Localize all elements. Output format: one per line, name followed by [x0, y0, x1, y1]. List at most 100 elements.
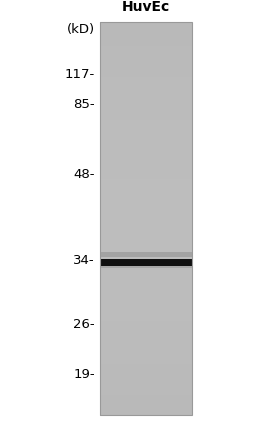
Bar: [100, 120, 192, 125]
Bar: [100, 274, 192, 278]
Bar: [100, 380, 192, 384]
Bar: [100, 144, 192, 148]
Bar: [100, 183, 192, 187]
Bar: [100, 285, 192, 290]
Bar: [100, 175, 192, 180]
Bar: [100, 332, 192, 337]
Bar: [100, 293, 192, 298]
Bar: [100, 30, 192, 34]
Bar: [100, 368, 192, 372]
Bar: [100, 356, 192, 360]
Bar: [100, 251, 192, 257]
Bar: [100, 211, 192, 215]
Bar: [100, 340, 192, 345]
Bar: [100, 109, 192, 113]
Bar: [100, 242, 192, 247]
Bar: [100, 152, 192, 156]
Bar: [100, 49, 192, 54]
Bar: [100, 254, 192, 258]
Bar: [100, 313, 192, 317]
Bar: [100, 116, 192, 121]
Bar: [100, 399, 192, 404]
Bar: [100, 195, 192, 199]
Bar: [100, 57, 192, 62]
Bar: [100, 81, 192, 85]
Bar: [100, 171, 192, 176]
Bar: [100, 403, 192, 408]
Bar: [100, 128, 192, 133]
Text: 117-: 117-: [65, 69, 95, 82]
Text: 34-: 34-: [73, 254, 95, 266]
Bar: [100, 203, 192, 207]
Bar: [100, 411, 192, 416]
Bar: [100, 384, 192, 388]
Bar: [100, 132, 192, 136]
Bar: [100, 105, 192, 109]
Bar: [100, 396, 192, 400]
Bar: [100, 54, 192, 58]
Bar: [100, 61, 192, 66]
Bar: [100, 199, 192, 203]
Bar: [100, 234, 192, 239]
Bar: [100, 387, 192, 392]
Bar: [100, 364, 192, 369]
Bar: [100, 69, 192, 74]
Text: 26-: 26-: [73, 318, 95, 332]
Bar: [100, 89, 192, 93]
Bar: [100, 238, 192, 242]
Bar: [100, 191, 192, 196]
Bar: [100, 391, 192, 396]
Bar: [100, 112, 192, 117]
Bar: [100, 156, 192, 160]
Bar: [100, 218, 192, 223]
Bar: [100, 77, 192, 82]
Bar: [100, 376, 192, 380]
Text: HuvEc: HuvEc: [122, 0, 170, 14]
Bar: [100, 266, 192, 270]
Bar: [100, 297, 192, 302]
Bar: [100, 207, 192, 211]
Bar: [100, 230, 192, 235]
Bar: [100, 305, 192, 309]
Bar: [100, 309, 192, 313]
Bar: [100, 278, 192, 282]
Bar: [100, 22, 192, 27]
Bar: [100, 262, 192, 266]
Bar: [100, 329, 192, 333]
Bar: [100, 136, 192, 140]
Bar: [100, 38, 192, 42]
Bar: [100, 289, 192, 294]
Bar: [100, 148, 192, 152]
Bar: [100, 407, 192, 411]
Bar: [100, 269, 192, 274]
Bar: [100, 214, 192, 219]
Bar: [100, 321, 192, 325]
Bar: [100, 325, 192, 329]
Bar: [100, 317, 192, 321]
Bar: [100, 259, 192, 266]
Bar: [100, 352, 192, 356]
Bar: [100, 360, 192, 364]
Bar: [100, 250, 192, 254]
Bar: [100, 301, 192, 305]
Bar: [100, 263, 192, 268]
Bar: [100, 258, 192, 262]
Bar: [100, 97, 192, 101]
Bar: [100, 73, 192, 78]
Bar: [100, 65, 192, 69]
Bar: [100, 336, 192, 341]
Bar: [100, 163, 192, 168]
Bar: [100, 160, 192, 164]
Text: 85-: 85-: [73, 99, 95, 112]
Bar: [100, 140, 192, 144]
Bar: [100, 45, 192, 50]
Bar: [100, 246, 192, 251]
Text: 48-: 48-: [73, 169, 95, 181]
Bar: [100, 85, 192, 89]
Bar: [100, 42, 192, 46]
Bar: [100, 100, 192, 105]
Bar: [100, 227, 192, 231]
Bar: [100, 222, 192, 227]
Bar: [100, 22, 192, 415]
Bar: [100, 344, 192, 349]
